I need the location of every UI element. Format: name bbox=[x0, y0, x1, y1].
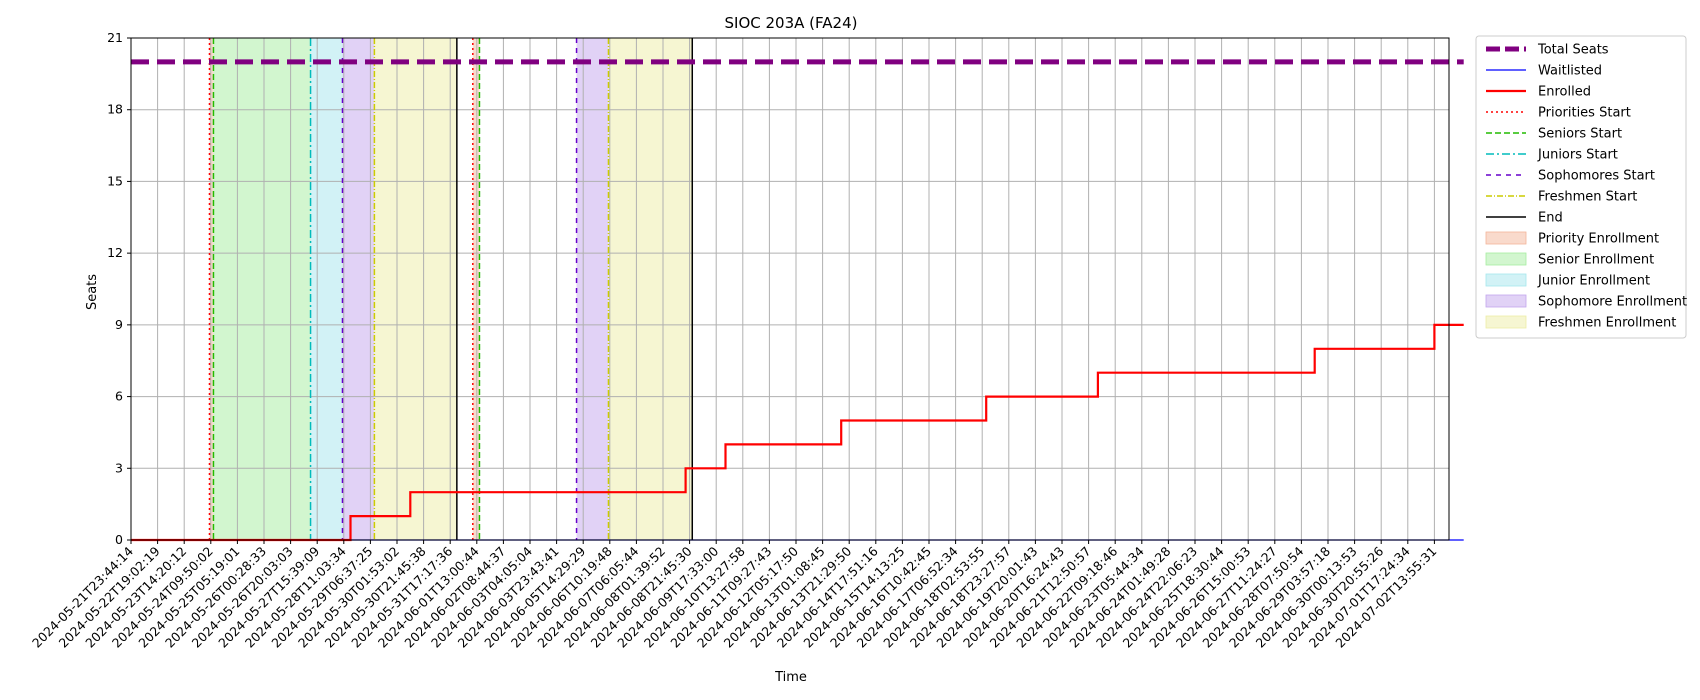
legend-label: Juniors Start bbox=[1537, 148, 1618, 163]
x-axis-label: Time bbox=[774, 670, 807, 685]
region-2-span-0 bbox=[310, 38, 343, 540]
region-3-span-0 bbox=[342, 38, 375, 540]
y-axis-ticks: 0 3 6 9 12 15 18 21 bbox=[107, 30, 131, 547]
y-tick-label: 6 bbox=[115, 389, 123, 404]
region-4-span-1 bbox=[608, 38, 693, 540]
chart-title: SIOC 203A (FA24) bbox=[725, 14, 858, 32]
legend-label: Priority Enrollment bbox=[1538, 232, 1659, 247]
legend-swatch bbox=[1485, 231, 1527, 245]
legend-label: Enrolled bbox=[1538, 85, 1591, 100]
y-tick-label: 15 bbox=[107, 173, 123, 188]
legend-swatch bbox=[1485, 273, 1527, 287]
y-tick-label: 12 bbox=[107, 245, 123, 260]
region-1-span-0 bbox=[213, 38, 311, 540]
legend-label: Seniors Start bbox=[1538, 127, 1622, 142]
legend-label: Junior Enrollment bbox=[1537, 274, 1650, 289]
legend-swatch bbox=[1485, 252, 1527, 266]
legend-label: Freshmen Start bbox=[1538, 190, 1637, 205]
y-tick-label: 0 bbox=[115, 532, 123, 547]
legend-label: Sophomores Start bbox=[1538, 169, 1655, 184]
legend-label: Senior Enrollment bbox=[1538, 253, 1654, 268]
legend: Total Seats Waitlisted Enrolled Priorities … bbox=[1475, 35, 1687, 339]
y-tick-label: 18 bbox=[107, 102, 123, 117]
legend-label: Freshmen Enrollment bbox=[1538, 316, 1676, 331]
legend-label: Priorities Start bbox=[1538, 106, 1631, 121]
region-0-span-0 bbox=[209, 38, 214, 540]
plot-border bbox=[130, 37, 1450, 541]
y-tick-label: 9 bbox=[115, 317, 123, 332]
region-0-span-1 bbox=[472, 38, 480, 540]
legend-swatch bbox=[1485, 315, 1527, 329]
legend-label: Waitlisted bbox=[1538, 64, 1602, 79]
legend-label: Total Seats bbox=[1537, 43, 1609, 58]
plot-frame bbox=[130, 37, 1450, 541]
legend-label: Sophomore Enrollment bbox=[1538, 295, 1687, 310]
x-axis-ticks: 2024-05-21T23:44:142024-05-22T19:02:1920… bbox=[29, 540, 1440, 651]
legend-box bbox=[1475, 35, 1687, 339]
region-4-span-0 bbox=[374, 38, 457, 540]
legend-label: End bbox=[1538, 211, 1563, 226]
y-axis-label: Seats bbox=[85, 274, 100, 310]
y-tick-label: 3 bbox=[115, 460, 123, 475]
region-3-span-1 bbox=[576, 38, 609, 540]
grid-lines bbox=[130, 37, 1449, 541]
legend-swatch bbox=[1485, 294, 1527, 308]
series-line-2 bbox=[131, 323, 1464, 542]
event-lines bbox=[208, 38, 694, 540]
y-tick-label: 21 bbox=[107, 30, 123, 45]
enrollment-regions bbox=[209, 38, 693, 540]
